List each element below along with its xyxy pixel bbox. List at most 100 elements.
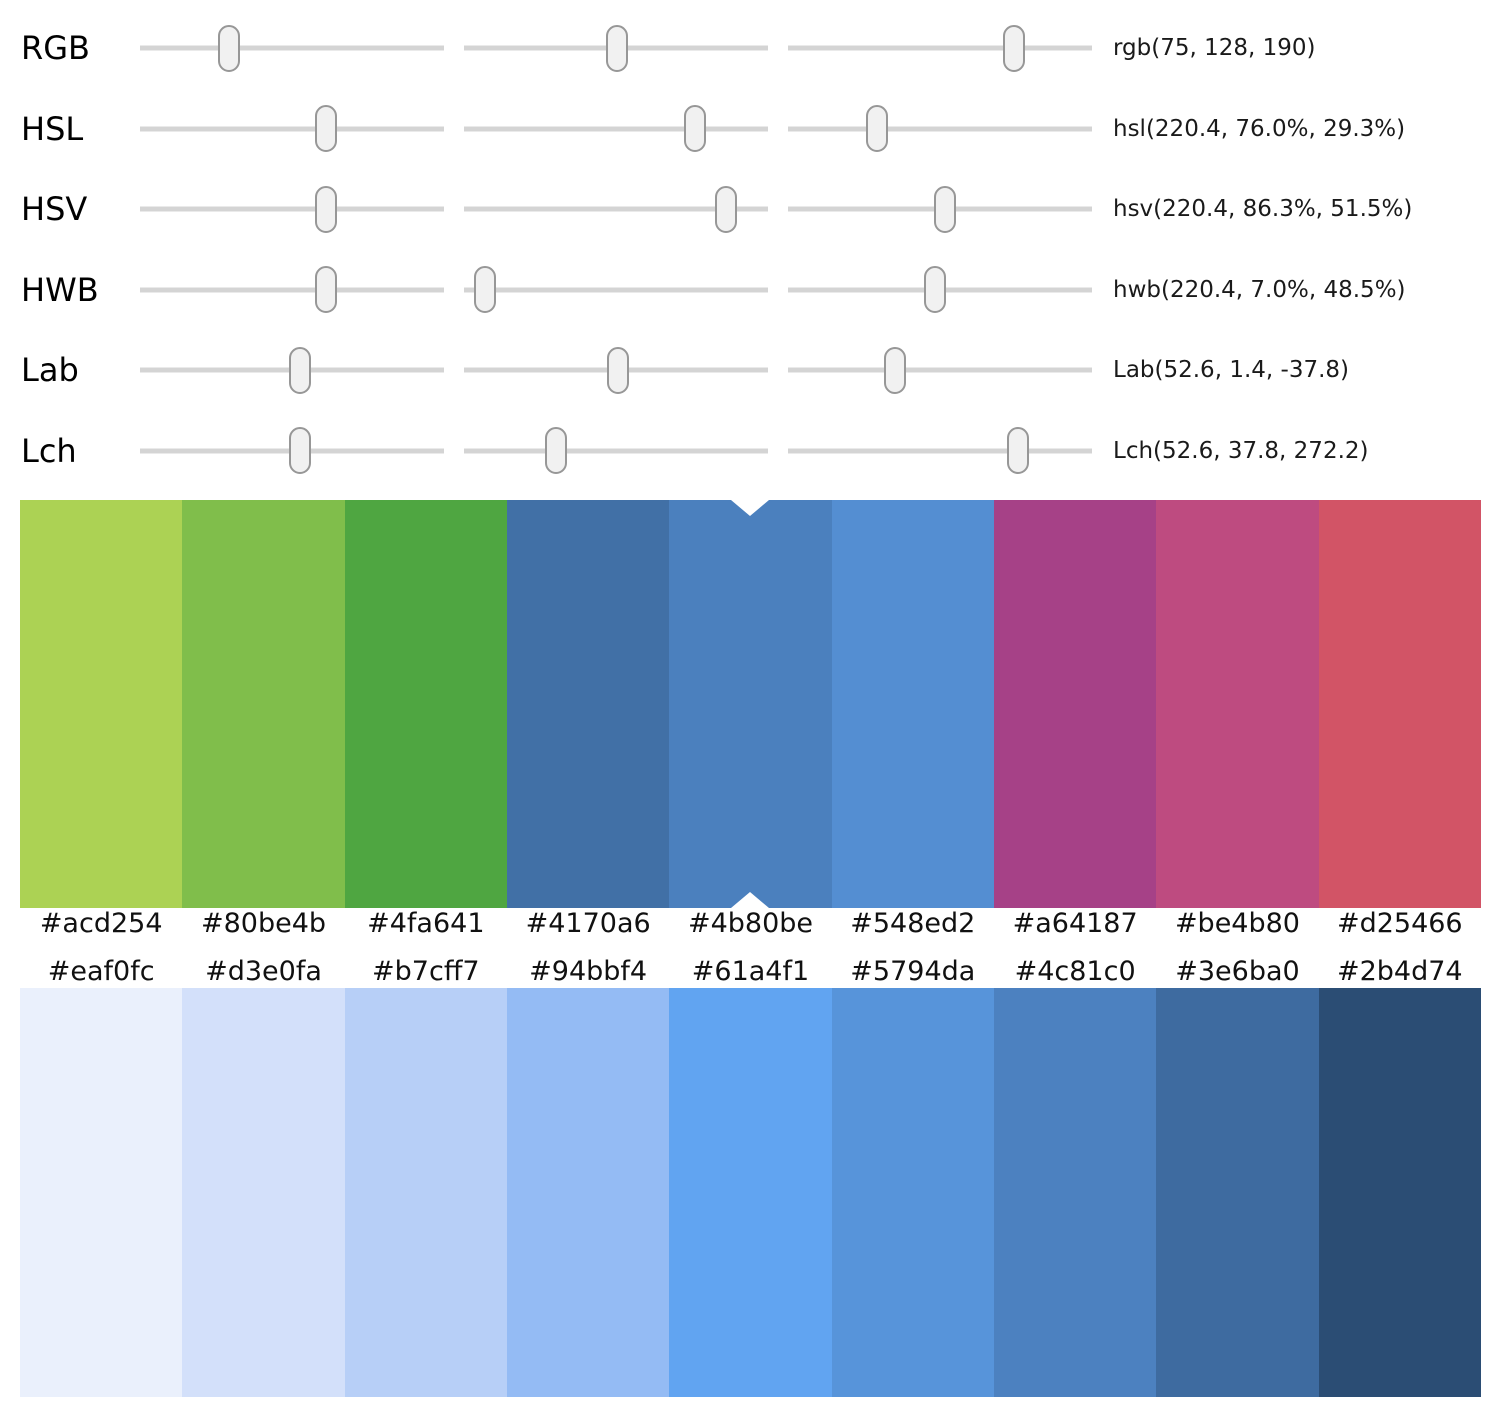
slider-thumb-lab-2[interactable]: [884, 346, 906, 394]
slider-track-hwb-0[interactable]: [140, 266, 444, 313]
slider-thumb-lch-2[interactable]: [1006, 427, 1029, 474]
hex-label: #eaf0fc: [47, 956, 155, 987]
hex-label: #4b80be: [687, 908, 813, 939]
hue-swatch-5[interactable]: [831, 500, 994, 908]
slider-track-rgb-0[interactable]: [140, 24, 444, 72]
slider-track-rgb-2[interactable]: [788, 24, 1092, 72]
slider-track-group-rgb: [140, 8, 1092, 88]
slider-thumb-rgb-0[interactable]: [218, 24, 241, 72]
hex-label: #4c81c0: [1014, 956, 1136, 987]
slider-thumb-hsv-1[interactable]: [715, 185, 738, 233]
selected-marker-bottom-icon: [731, 892, 770, 908]
hex-label: #a64187: [1012, 908, 1138, 939]
hex-label: #548ed2: [850, 908, 976, 939]
slider-value-hsl: hsl(220.4, 76.0%, 29.3%): [1113, 115, 1406, 142]
slider-track-group-hsl: [140, 89, 1092, 169]
hex-label: #b7cff7: [372, 956, 480, 987]
slider-track-group-hsv: [140, 169, 1092, 249]
hex-label: #61a4f1: [691, 956, 810, 987]
slider-row-label-lab: Lab: [21, 351, 79, 389]
slider-track-hwb-1[interactable]: [464, 266, 768, 313]
hex-label: #94bbf4: [529, 956, 648, 987]
tint-swatch-2[interactable]: [344, 988, 507, 1397]
slider-track-group-hwb: [140, 250, 1092, 330]
slider-thumb-hsv-2[interactable]: [933, 185, 956, 233]
slider-thumb-hsl-0[interactable]: [315, 105, 338, 152]
slider-track-hwb-2[interactable]: [788, 266, 1092, 313]
slider-thumb-lab-1[interactable]: [606, 346, 629, 394]
slider-row-rgb: RGB rgb(75, 128, 190): [0, 8, 1501, 88]
slider-row-hsv: HSV hsv(220.4, 86.3%, 51.5%): [0, 169, 1501, 249]
slider-row-lch: Lch Lch(52.6, 37.8, 272.2): [0, 411, 1501, 491]
slider-thumb-rgb-2[interactable]: [1003, 24, 1026, 72]
slider-thumb-hwb-0[interactable]: [315, 266, 338, 313]
tint-swatch-3[interactable]: [506, 988, 670, 1397]
slider-value-hsv: hsv(220.4, 86.3%, 51.5%): [1113, 196, 1413, 222]
lightness-hex-labels: #eaf0fc #d3e0fa #b7cff7 #94bbf4 #61a4f1 #5794…: [20, 956, 1481, 988]
slider-track-lab-1[interactable]: [464, 346, 768, 394]
slider-thumb-rgb-1[interactable]: [605, 24, 628, 72]
tint-swatch-5[interactable]: [831, 988, 994, 1397]
slider-thumb-hsl-2[interactable]: [866, 105, 889, 152]
tint-swatch-4[interactable]: [669, 988, 832, 1397]
slider-row-label-hsl: HSL: [21, 109, 84, 148]
hue-swatch-0[interactable]: [20, 500, 183, 908]
tint-swatch-7[interactable]: [1156, 988, 1319, 1397]
hue-swatch-8[interactable]: [1318, 500, 1481, 908]
hue-swatch-3[interactable]: [506, 500, 670, 908]
hex-label: #acd254: [39, 908, 163, 939]
tint-swatch-6[interactable]: [993, 988, 1157, 1397]
slider-track-hsv-2[interactable]: [788, 185, 1092, 233]
hue-scale: [20, 500, 1481, 908]
slider-row-label-lch: Lch: [21, 431, 77, 470]
slider-track-hsl-0[interactable]: [140, 105, 444, 152]
lightness-scale: [20, 988, 1481, 1397]
slider-value-lch: Lch(52.6, 37.8, 272.2): [1113, 437, 1369, 464]
hex-label: #d25466: [1336, 908, 1463, 939]
slider-thumb-lch-1[interactable]: [544, 427, 567, 474]
slider-track-rgb-1[interactable]: [464, 24, 768, 72]
slider-row-label-rgb: RGB: [21, 29, 90, 67]
slider-track-lab-0[interactable]: [140, 346, 444, 394]
slider-thumb-lch-0[interactable]: [288, 427, 311, 474]
hue-swatch-1[interactable]: [182, 500, 345, 908]
hex-label: #d3e0fa: [205, 956, 322, 987]
tint-swatch-1[interactable]: [182, 988, 345, 1397]
slider-row-hwb: HWB hwb(220.4, 7.0%, 48.5%): [0, 250, 1501, 330]
hue-swatch-7[interactable]: [1156, 500, 1319, 908]
slider-value-hwb: hwb(220.4, 7.0%, 48.5%): [1113, 276, 1406, 303]
slider-track-group-lab: [140, 330, 1092, 410]
hex-label: #4170a6: [525, 908, 651, 939]
hex-label: #be4b80: [1174, 908, 1300, 939]
hue-swatch-6[interactable]: [993, 500, 1157, 908]
slider-thumb-hsl-1[interactable]: [684, 105, 707, 152]
selected-marker-top-icon: [731, 500, 770, 516]
slider-track-lab-2[interactable]: [788, 346, 1092, 394]
slider-row-label-hwb: HWB: [21, 270, 99, 309]
slider-track-hsv-1[interactable]: [464, 185, 768, 233]
slider-thumb-hwb-1[interactable]: [474, 266, 497, 313]
slider-track-lch-0[interactable]: [140, 427, 444, 474]
slider-row-hsl: HSL hsl(220.4, 76.0%, 29.3%): [0, 89, 1501, 169]
hex-label: #2b4d74: [1336, 956, 1463, 987]
slider-thumb-lab-0[interactable]: [288, 346, 311, 394]
slider-track-hsv-0[interactable]: [140, 185, 444, 233]
slider-thumb-hsv-0[interactable]: [315, 185, 338, 233]
tint-swatch-0[interactable]: [20, 988, 183, 1397]
slider-thumb-hwb-2[interactable]: [924, 266, 947, 313]
slider-track-lch-1[interactable]: [464, 427, 768, 474]
slider-value-rgb: rgb(75, 128, 190): [1113, 35, 1316, 61]
hue-swatch-4[interactable]: [669, 500, 832, 908]
tint-swatch-8[interactable]: [1318, 988, 1481, 1397]
slider-track-hsl-2[interactable]: [788, 105, 1092, 152]
slider-track-hsl-1[interactable]: [464, 105, 768, 152]
hex-label: #80be4b: [200, 908, 327, 939]
slider-value-lab: Lab(52.6, 1.4, -37.8): [1113, 357, 1349, 383]
slider-track-lch-2[interactable]: [788, 427, 1092, 474]
hex-label: #4fa641: [367, 908, 485, 939]
hex-label: #5794da: [850, 956, 976, 987]
hue-hex-labels: #acd254 #80be4b #4fa641 #4170a6 #4b80be #548e…: [20, 908, 1481, 940]
hex-label: #3e6ba0: [1175, 956, 1300, 987]
hue-swatch-2[interactable]: [344, 500, 507, 908]
